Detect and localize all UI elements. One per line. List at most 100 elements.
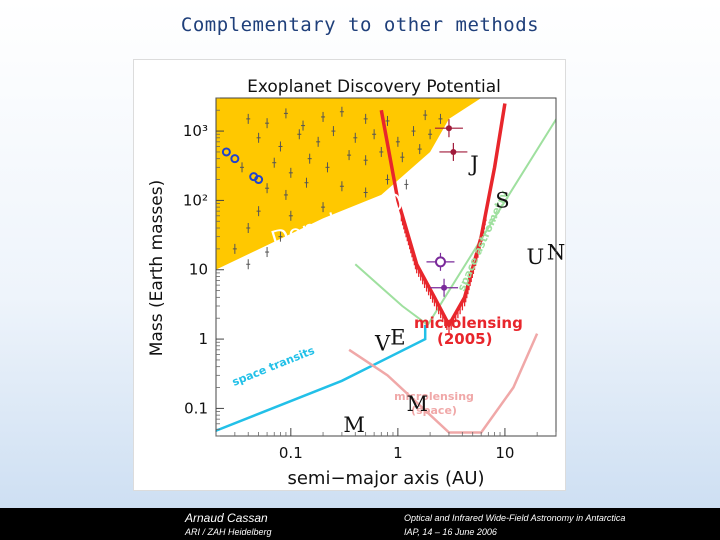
doppler-point	[363, 187, 368, 198]
doppler-point	[246, 259, 251, 270]
microlensing-hatch	[400, 212, 487, 334]
microlensing-point	[426, 252, 455, 271]
microlensing-marker	[434, 256, 446, 268]
x-tick-label: 1	[393, 444, 403, 462]
doppler-point	[339, 181, 344, 192]
x-axis-label: semi−major axis (AU)	[287, 468, 484, 489]
microlensing-label-1: microlensing	[414, 314, 523, 332]
doppler-point	[288, 210, 293, 221]
planet-label: S	[495, 189, 509, 213]
footer-author: Arnaud Cassan	[185, 511, 268, 525]
doppler-point	[246, 113, 251, 124]
doppler-point	[438, 113, 443, 124]
doppler-point	[400, 152, 405, 163]
doppler-point	[417, 144, 422, 155]
chart-svg: Exoplanet Discovery Potential Doppler (2…	[147, 77, 565, 489]
doppler-point	[256, 132, 261, 143]
planet-label: M	[343, 413, 365, 437]
doppler-point	[423, 110, 428, 121]
microlensing-point	[434, 119, 463, 138]
doppler-point	[404, 179, 409, 190]
x-tick-label: 10	[495, 444, 514, 462]
doppler-point	[385, 115, 390, 126]
microlensing-label-2: (2005)	[437, 330, 492, 348]
microlensing-detections	[426, 119, 468, 297]
doppler-point	[265, 118, 270, 129]
x-axis-ticks: 0.1 1 10	[215, 428, 557, 462]
footer-date: IAP, 14 – 16 June 2006	[404, 527, 497, 537]
transit-point	[230, 154, 240, 164]
x-tick-label: 0.1	[279, 444, 303, 462]
doppler-point	[331, 126, 336, 137]
doppler-point	[363, 113, 368, 124]
doppler-point	[372, 129, 377, 140]
doppler-point	[411, 126, 416, 137]
planet-label: V	[374, 332, 391, 356]
chart-title: Exoplanet Discovery Potential	[247, 77, 501, 97]
plot-frame	[215, 97, 557, 437]
doppler-point	[278, 141, 283, 152]
transit-point	[254, 175, 264, 185]
doppler-point	[304, 177, 309, 188]
microlensing-space-region	[348, 333, 539, 434]
doppler-point	[379, 146, 384, 157]
planet-label: J	[468, 152, 478, 176]
doppler-point	[385, 174, 390, 185]
doppler-point	[353, 132, 358, 143]
doppler-point	[246, 223, 251, 234]
space-transits-region	[216, 324, 427, 433]
doppler-point	[232, 243, 237, 254]
doppler-point	[347, 150, 352, 161]
microlensing-marker	[445, 125, 452, 132]
doppler-point	[395, 136, 400, 147]
doppler-point	[272, 157, 277, 168]
slide-title: Complementary to other methods	[180, 14, 540, 36]
footer-bar: Arnaud Cassan ARI / ZAH Heidelberg Optic…	[0, 508, 720, 540]
transit-detections	[221, 147, 264, 185]
doppler-point	[240, 162, 245, 173]
doppler-point	[265, 247, 270, 258]
microlensing-marker	[450, 148, 457, 155]
y-tick-label: 10	[189, 261, 208, 279]
y-tick-label: 10²	[183, 191, 208, 209]
doppler-point	[297, 129, 302, 140]
space-astrometry-region	[354, 117, 556, 327]
microlensing-space-label-2: (space)	[411, 404, 457, 417]
y-tick-label: 1	[198, 330, 208, 348]
planet-label: E	[390, 326, 405, 350]
footer-affiliation: ARI / ZAH Heidelberg	[185, 527, 272, 537]
doppler-point	[265, 183, 270, 194]
microlensing-point	[430, 278, 459, 297]
microlensing-space-label-1: microlensing	[394, 390, 474, 403]
y-tick-label: 10³	[183, 122, 208, 140]
microlensing-marker	[441, 284, 448, 291]
doppler-point	[321, 111, 326, 122]
doppler-point	[325, 162, 330, 173]
microlensing-point	[439, 142, 468, 161]
doppler-point	[321, 202, 326, 213]
transit-point	[221, 147, 231, 157]
space-transits-label: space transits	[230, 344, 317, 389]
doppler-point	[428, 129, 433, 140]
doppler-point	[301, 120, 306, 131]
doppler-region	[216, 98, 482, 270]
doppler-point	[339, 106, 344, 117]
doppler-point	[288, 167, 293, 178]
y-axis-ticks: 0.1 1 10 10² 10³	[183, 97, 224, 437]
doppler-point	[307, 153, 312, 164]
doppler-point	[316, 136, 321, 147]
doppler-point	[283, 189, 288, 200]
doppler-point	[278, 231, 283, 242]
doppler-point	[283, 108, 288, 119]
exoplanet-discovery-chart: Exoplanet Discovery Potential Doppler (2…	[133, 59, 566, 491]
doppler-detections	[232, 106, 443, 270]
planet-label: M	[407, 392, 429, 416]
y-tick-label: 0.1	[184, 399, 208, 417]
footer-conference: Optical and Infrared Wide-Field Astronom…	[404, 513, 626, 523]
y-axis-label: Mass (Earth masses)	[147, 180, 167, 356]
planet-label: U	[526, 245, 544, 269]
doppler-point	[363, 155, 368, 166]
plot-area	[216, 98, 556, 434]
doppler-point	[256, 206, 261, 217]
